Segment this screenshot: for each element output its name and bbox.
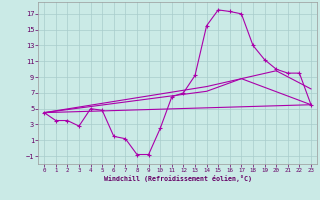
X-axis label: Windchill (Refroidissement éolien,°C): Windchill (Refroidissement éolien,°C) xyxy=(104,175,252,182)
